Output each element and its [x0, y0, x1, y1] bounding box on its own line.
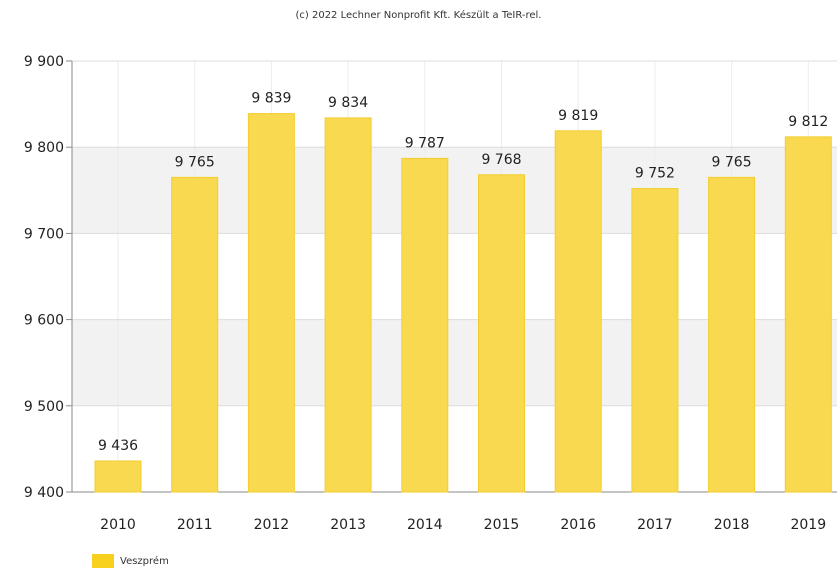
legend-swatch	[92, 554, 114, 568]
x-tick-label: 2019	[790, 517, 826, 533]
y-tick-label: 9 800	[24, 140, 64, 156]
x-tick-labels: 2010 2011 2012 2013 2014 2015 2016 2017 2018 2019	[100, 517, 826, 533]
data-label: 9 765	[712, 154, 752, 170]
y-tick-label: 9 900	[24, 54, 64, 70]
bar	[401, 157, 449, 493]
x-tick-label: 2012	[254, 517, 290, 533]
bar	[171, 176, 219, 493]
bar	[708, 176, 756, 493]
y-tick-labels: 9 400 9 500 9 600 9 700 9 800 9 900	[24, 54, 72, 501]
bar	[554, 130, 602, 493]
data-label: 9 436	[98, 438, 138, 454]
x-tick-label: 2013	[330, 517, 366, 533]
data-label: 9 768	[481, 152, 521, 168]
chart-caption: (c) 2022 Lechner Nonprofit Kft. Készült …	[295, 10, 542, 21]
bar	[478, 174, 525, 493]
y-tick-label: 9 400	[24, 485, 64, 501]
data-label: 9 839	[251, 91, 291, 107]
data-label: 9 819	[558, 108, 598, 124]
data-label: 9 812	[788, 114, 828, 130]
y-tick-label: 9 500	[24, 399, 64, 415]
x-tick-label: 2014	[407, 517, 443, 533]
data-label: 9 834	[328, 95, 368, 111]
data-labels: 9 436 9 765 9 839 9 834 9 787 9 768 9 819 9 752…	[98, 91, 828, 454]
legend-label: Veszprém	[120, 555, 169, 567]
x-tick-label: 2016	[560, 517, 596, 533]
bar	[247, 113, 295, 493]
bar	[784, 136, 832, 493]
data-label: 9 765	[175, 154, 215, 170]
data-label: 9 752	[635, 166, 675, 182]
bar	[631, 188, 679, 493]
bar	[94, 460, 142, 493]
x-tick-label: 2015	[484, 517, 520, 533]
legend: Veszprém	[92, 554, 169, 568]
bars	[94, 113, 832, 493]
bar	[324, 117, 372, 493]
y-tick-label: 9 700	[24, 226, 64, 242]
x-tick-label: 2010	[100, 517, 136, 533]
x-tick-label: 2011	[177, 517, 213, 533]
x-tick-label: 2017	[637, 517, 673, 533]
x-tick-label: 2018	[714, 517, 750, 533]
y-tick-label: 9 600	[24, 313, 64, 329]
data-label: 9 787	[405, 135, 445, 151]
